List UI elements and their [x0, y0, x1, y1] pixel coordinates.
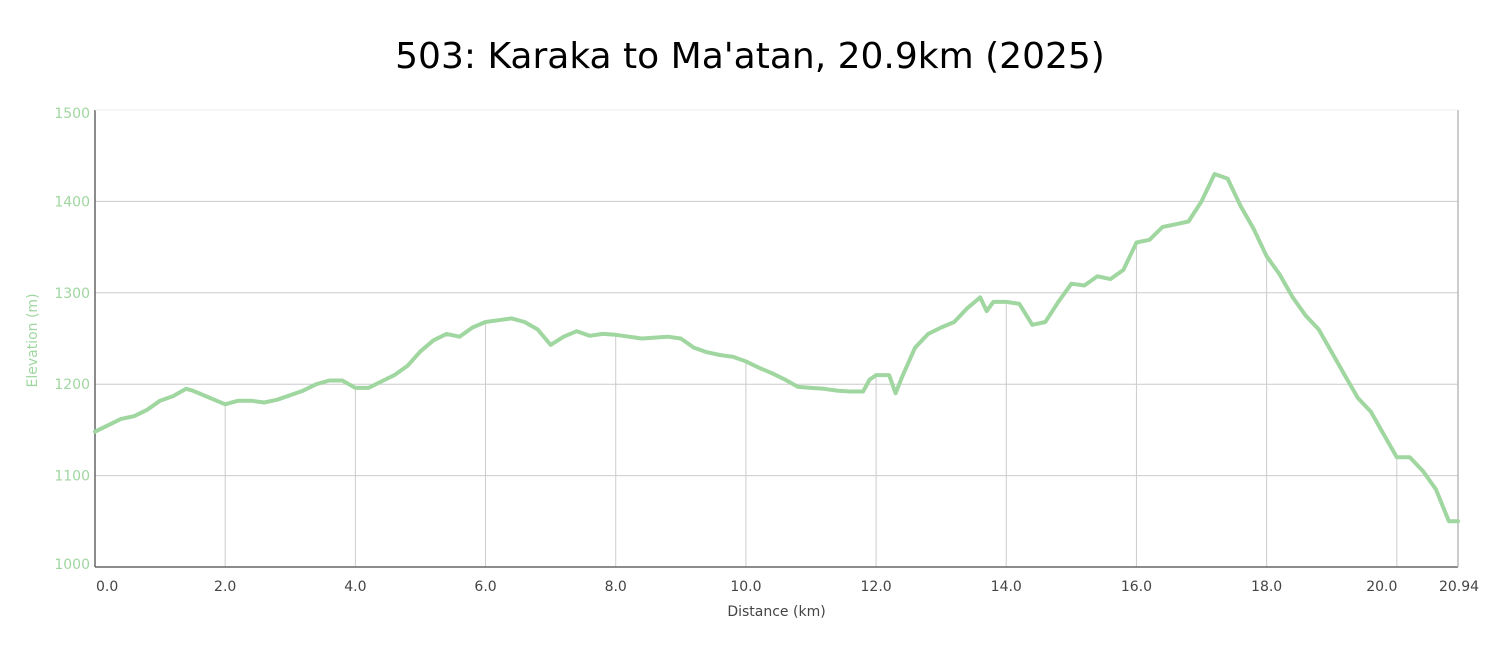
chart-title: 503: Karaka to Ma'atan, 20.9km (2025) — [395, 36, 1105, 77]
x-tick-label: 4.0 — [344, 579, 366, 595]
elevation-series-line — [93, 172, 1460, 524]
y-tick-label: 1400 — [54, 194, 90, 210]
x-tick-label: 2.0 — [214, 579, 236, 595]
y-tick-label: 1300 — [54, 286, 90, 302]
x-tick-label: 20.94 — [1439, 579, 1479, 595]
y-tick-label: 1000 — [54, 557, 90, 573]
x-tick-label: 18.0 — [1251, 579, 1282, 595]
y-axis-label: Elevation (m) — [25, 293, 41, 387]
x-axis-label: Distance (km) — [727, 604, 825, 620]
plot-frame — [94, 109, 1459, 568]
tick-label-layer: 0.0 2.0 4.0 6.0 8.0 10.0 12.0 14.0 16.0 18.0 20.0 2… — [54, 106, 1479, 595]
x-tick-label: 0.0 — [96, 579, 118, 595]
y-tick-label: 1200 — [54, 377, 90, 393]
x-tick-label: 10.0 — [730, 579, 761, 595]
x-tick-label: 14.0 — [991, 579, 1022, 595]
x-tick-label: 12.0 — [861, 579, 892, 595]
y-tick-label: 1100 — [54, 469, 90, 485]
series-layer — [93, 172, 1460, 524]
x-tick-label: 20.0 — [1366, 579, 1397, 595]
y-tick-label: 1500 — [54, 106, 90, 122]
x-tick-label: 16.0 — [1121, 579, 1152, 595]
grid-layer — [94, 109, 1459, 568]
x-tick-label: 8.0 — [605, 579, 627, 595]
x-tick-label: 6.0 — [474, 579, 496, 595]
